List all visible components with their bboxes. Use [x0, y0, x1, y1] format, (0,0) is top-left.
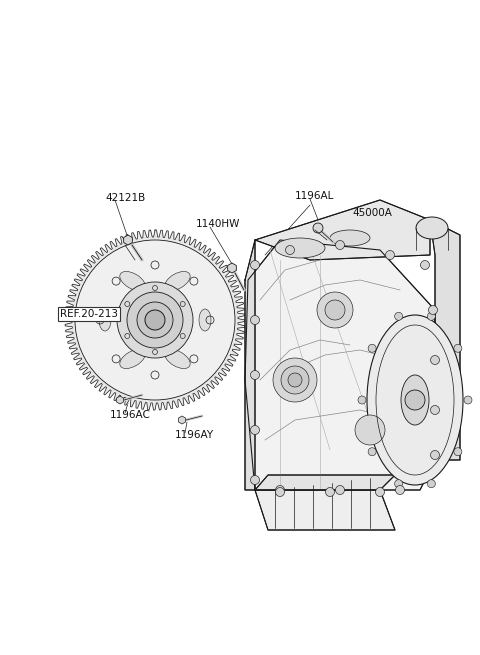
Circle shape: [288, 373, 302, 387]
Circle shape: [251, 426, 260, 434]
Circle shape: [368, 345, 376, 352]
Circle shape: [251, 476, 260, 485]
Circle shape: [395, 479, 403, 488]
Ellipse shape: [330, 230, 370, 246]
Circle shape: [75, 240, 235, 400]
Ellipse shape: [367, 315, 463, 485]
Circle shape: [286, 246, 295, 255]
Circle shape: [336, 240, 345, 250]
Polygon shape: [255, 475, 395, 490]
Polygon shape: [245, 240, 255, 490]
Circle shape: [273, 358, 317, 402]
Ellipse shape: [165, 271, 190, 291]
Ellipse shape: [120, 271, 145, 291]
Polygon shape: [124, 235, 132, 245]
Circle shape: [368, 448, 376, 456]
Circle shape: [127, 292, 183, 348]
Circle shape: [429, 305, 437, 314]
Circle shape: [276, 487, 285, 496]
Circle shape: [385, 250, 395, 259]
Circle shape: [431, 356, 440, 364]
Text: 42121B: 42121B: [105, 193, 145, 203]
Circle shape: [281, 366, 309, 394]
Text: REF.20-213: REF.20-213: [60, 309, 118, 319]
Circle shape: [395, 312, 403, 320]
Circle shape: [427, 312, 435, 320]
Circle shape: [375, 487, 384, 496]
Circle shape: [427, 479, 435, 488]
Circle shape: [251, 371, 260, 379]
Polygon shape: [255, 490, 395, 530]
Circle shape: [396, 485, 405, 495]
Circle shape: [420, 261, 430, 269]
Polygon shape: [179, 416, 185, 424]
Circle shape: [145, 310, 165, 330]
Polygon shape: [65, 230, 245, 410]
Circle shape: [276, 485, 285, 495]
Text: 1196AY: 1196AY: [175, 430, 214, 440]
Circle shape: [454, 448, 462, 456]
Circle shape: [325, 487, 335, 496]
Circle shape: [405, 390, 425, 410]
Circle shape: [355, 415, 385, 445]
Text: 1196AC: 1196AC: [110, 410, 151, 420]
Polygon shape: [117, 396, 123, 404]
Text: 1140HW: 1140HW: [196, 219, 240, 229]
Ellipse shape: [120, 349, 145, 369]
Circle shape: [251, 316, 260, 324]
Circle shape: [137, 302, 173, 338]
Text: 45000A: 45000A: [352, 208, 392, 218]
Circle shape: [313, 223, 323, 233]
Ellipse shape: [416, 217, 448, 239]
Ellipse shape: [275, 238, 325, 258]
Circle shape: [454, 345, 462, 352]
Circle shape: [336, 485, 345, 495]
Circle shape: [251, 261, 260, 269]
Ellipse shape: [165, 349, 190, 369]
Circle shape: [431, 451, 440, 460]
Circle shape: [325, 300, 345, 320]
Polygon shape: [430, 220, 460, 460]
Circle shape: [317, 292, 353, 328]
Ellipse shape: [401, 375, 429, 425]
Text: 1196AL: 1196AL: [295, 191, 335, 201]
Ellipse shape: [99, 309, 111, 331]
Polygon shape: [245, 240, 435, 490]
Circle shape: [431, 405, 440, 415]
Polygon shape: [228, 263, 236, 273]
Ellipse shape: [199, 309, 211, 331]
Circle shape: [358, 396, 366, 404]
Circle shape: [464, 396, 472, 404]
Circle shape: [117, 282, 193, 358]
Polygon shape: [255, 200, 430, 260]
